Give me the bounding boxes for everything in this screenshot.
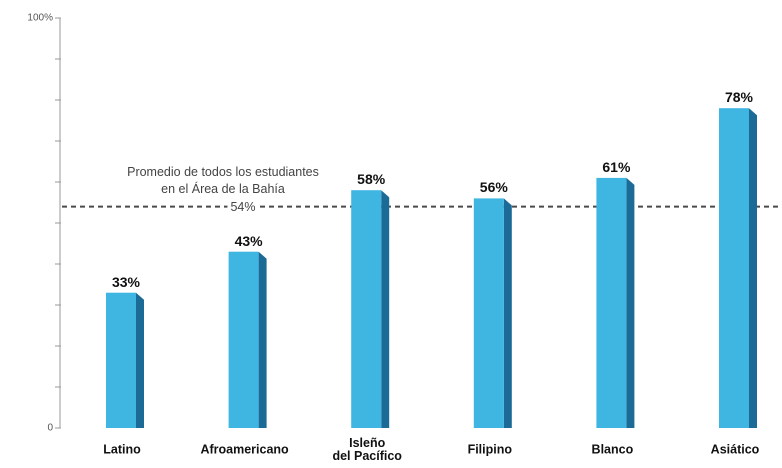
average-label-line: Promedio de todos los estudiantes <box>127 164 319 179</box>
bar <box>719 108 749 428</box>
bar <box>228 251 259 428</box>
y-tick-label: 0 <box>47 422 53 434</box>
average-label-line: en el Área de la Bahía <box>161 181 285 196</box>
bar <box>351 190 382 428</box>
bar-side-face <box>136 292 144 428</box>
bar-value-label: 61% <box>602 158 631 175</box>
bar-value-label: 56% <box>479 179 508 196</box>
y-tick-label: 100% <box>27 12 53 24</box>
bar-side-face <box>626 177 635 428</box>
bar-value-label: 58% <box>357 171 386 188</box>
bar <box>473 198 504 428</box>
bar-value-label: 43% <box>234 232 263 249</box>
bar-side-face <box>749 108 757 428</box>
category-label: Latino <box>103 442 141 457</box>
bar-side-face <box>503 198 512 428</box>
category-label: Isleño del Pacífico <box>332 436 402 463</box>
bar <box>596 177 627 428</box>
category-label: Blanco <box>591 442 634 457</box>
category-label: Filipino <box>467 442 513 457</box>
category-label: Afroamericano <box>200 442 289 457</box>
bar <box>106 292 136 428</box>
category-label: Asiático <box>710 442 760 457</box>
bar-value-label: 33% <box>111 273 141 290</box>
bar-side-face <box>258 251 267 428</box>
bar-value-label: 78% <box>724 89 754 106</box>
average-value-label: 54% <box>227 199 259 214</box>
bar-side-face <box>381 190 390 428</box>
